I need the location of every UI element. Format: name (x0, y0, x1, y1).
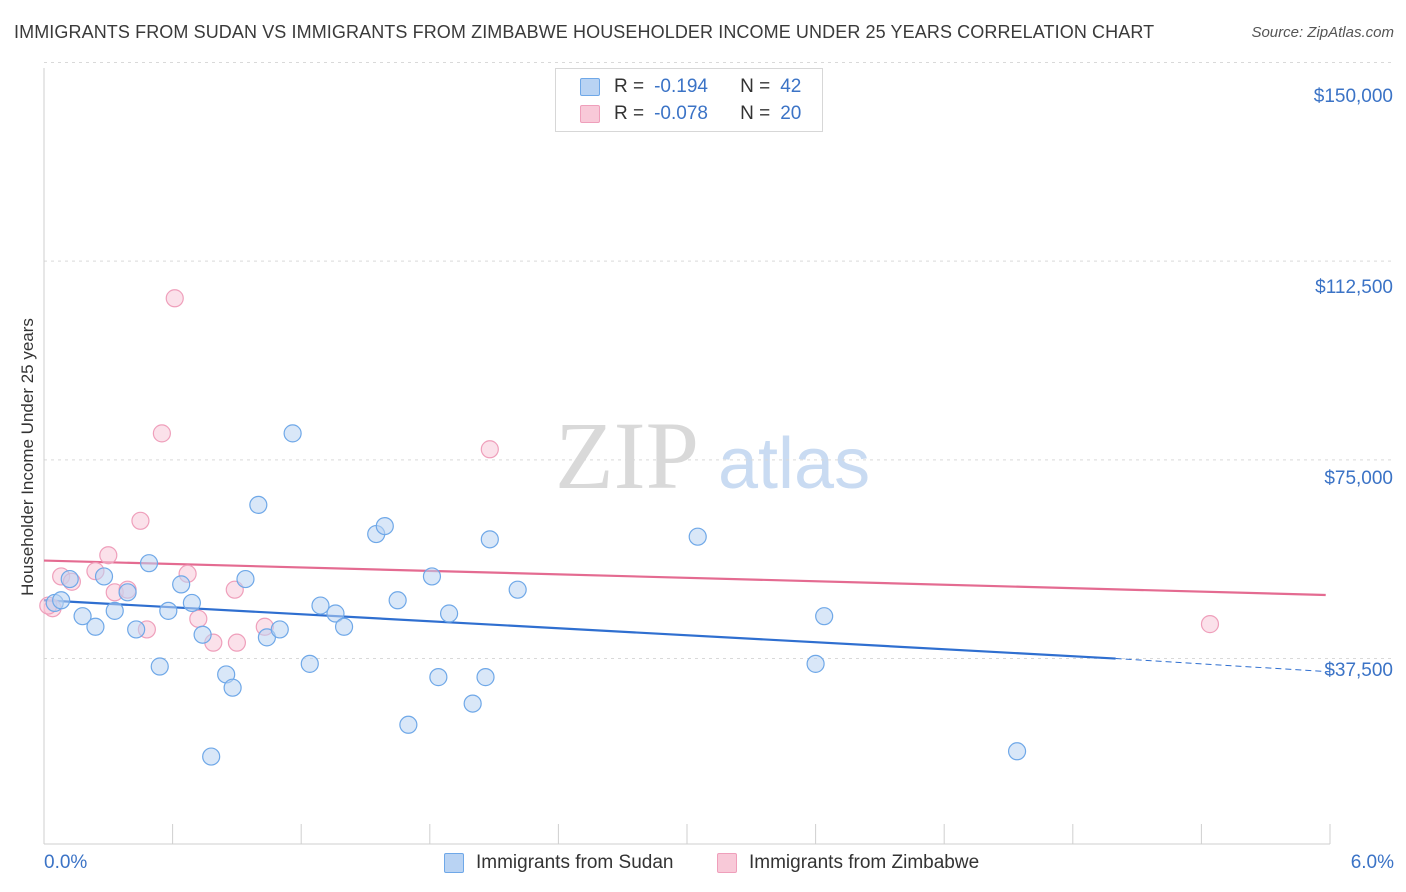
data-point-sudan (127, 620, 146, 639)
watermark-atlas: atlas (718, 424, 870, 504)
data-point-sudan (73, 607, 92, 626)
data-point-sudan (139, 554, 159, 573)
r-label: R = (614, 76, 645, 97)
data-point-sudan (172, 575, 191, 594)
data-point-zimbabwe (227, 633, 246, 652)
data-point-zimbabwe (131, 511, 150, 530)
n-value: 42 (780, 76, 802, 97)
legend-item-sudan[interactable]: Immigrants from Sudan (444, 852, 673, 874)
data-point-sudan (311, 596, 330, 615)
data-point-sudan (270, 620, 289, 639)
data-point-sudan (806, 654, 825, 673)
n-value: 20 (780, 103, 802, 124)
data-point-sudan (94, 567, 114, 586)
stats-legend: R = -0.194 N = 42 R = -0.078 N = 20 (555, 68, 823, 132)
data-point-sudan (326, 604, 345, 623)
data-point-sudan (388, 591, 407, 610)
data-point-sudan (182, 593, 201, 613)
data-point-sudan (815, 607, 834, 626)
data-point-sudan (150, 657, 169, 676)
data-point-sudan (86, 617, 105, 636)
data-point-sudan (334, 617, 354, 636)
legend-label-sudan: Immigrants from Sudan (476, 852, 674, 873)
data-point-sudan (429, 668, 448, 687)
data-point-sudan (105, 601, 124, 620)
data-point-sudan (439, 604, 459, 623)
watermark-zip: ZIP (555, 402, 699, 509)
data-point-sudan (476, 668, 495, 687)
data-point-sudan (688, 527, 707, 546)
data-point-sudan (508, 580, 527, 599)
data-point-sudan (236, 569, 255, 589)
chart-source: Source: ZipAtlas.com (1251, 24, 1394, 41)
n-label: N = (740, 76, 771, 97)
r-value: -0.194 (654, 76, 708, 97)
data-point-sudan (60, 569, 79, 589)
stats-row-sudan: R = -0.194 N = 42 (580, 76, 801, 98)
data-point-sudan (300, 654, 319, 673)
n-label: N = (740, 103, 771, 124)
legend-swatch-sudan (444, 853, 464, 873)
x-tick-label-min: 0.0% (44, 852, 88, 873)
data-point-sudan (283, 424, 302, 443)
stats-row-zimbabwe: R = -0.078 N = 20 (580, 103, 801, 125)
data-point-sudan (159, 601, 178, 620)
trend-extension-sudan (1115, 658, 1331, 673)
y-tick-label: $75,000 (1324, 468, 1393, 489)
y-tick-label: $37,500 (1324, 660, 1393, 681)
data-point-sudan (52, 591, 71, 610)
legend-swatch-zimbabwe (717, 853, 737, 873)
swatch-sudan (580, 78, 600, 96)
data-point-zimbabwe (99, 546, 118, 565)
data-point-sudan (249, 495, 268, 515)
legend-label-zimbabwe: Immigrants from Zimbabwe (749, 852, 980, 873)
data-point-zimbabwe (152, 424, 171, 443)
swatch-zimbabwe (580, 105, 600, 123)
r-value: -0.078 (654, 103, 708, 124)
data-point-sudan (193, 625, 212, 644)
data-point-sudan (480, 530, 499, 549)
y-tick-label: $150,000 (1313, 86, 1393, 107)
data-point-sudan (118, 583, 137, 602)
data-point-zimbabwe (480, 440, 499, 459)
legend-item-zimbabwe[interactable]: Immigrants from Zimbabwe (717, 852, 979, 874)
data-point-sudan (463, 694, 482, 713)
chart-title: IMMIGRANTS FROM SUDAN VS IMMIGRANTS FROM… (14, 22, 1155, 42)
x-tick-label-max: 6.0% (1350, 852, 1394, 873)
data-point-zimbabwe (165, 289, 184, 308)
data-point-sudan (202, 747, 221, 766)
data-point-sudan (375, 516, 394, 536)
data-point-zimbabwe (189, 609, 208, 628)
data-point-zimbabwe (1200, 615, 1220, 634)
y-tick-label: $112,500 (1315, 277, 1393, 298)
data-point-sudan (223, 678, 242, 697)
trend-line-zimbabwe (43, 559, 1326, 597)
r-label: R = (614, 103, 645, 124)
data-point-sudan (399, 715, 418, 734)
data-point-sudan (422, 567, 442, 586)
data-point-sudan (1007, 742, 1027, 761)
trend-line-sudan (43, 599, 1116, 660)
